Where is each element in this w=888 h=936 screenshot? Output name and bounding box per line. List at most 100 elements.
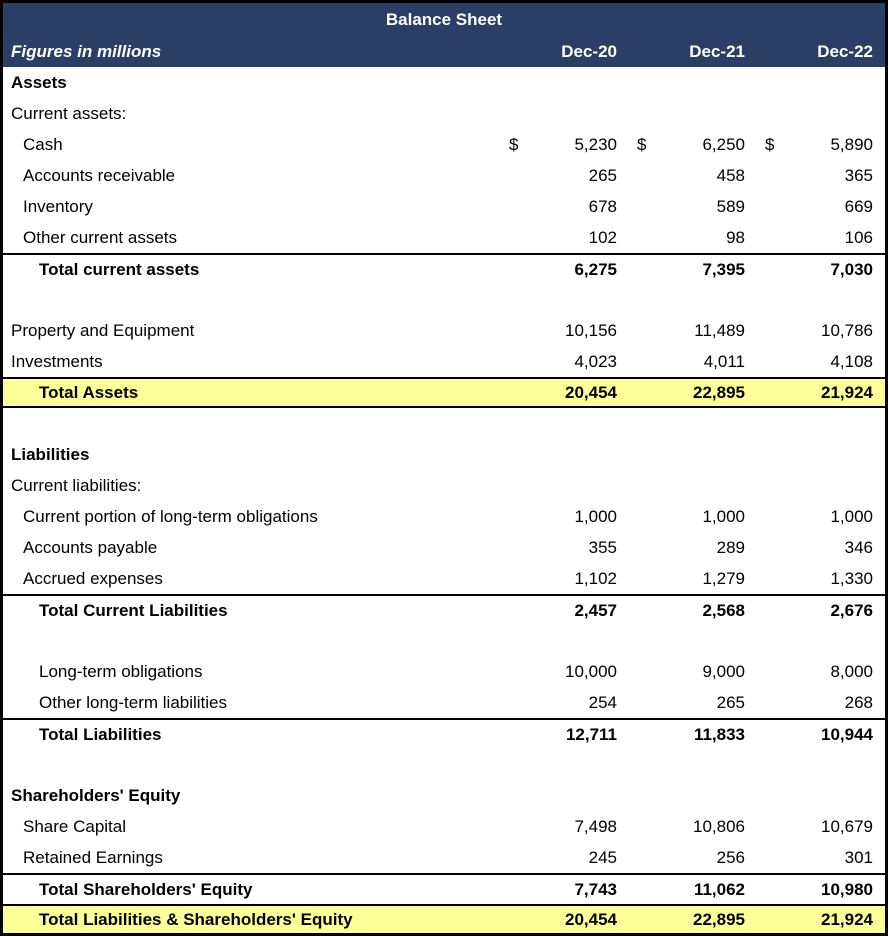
cell-value: 10,000 — [565, 661, 617, 681]
row-label: Inventory — [23, 196, 93, 216]
value-cell: 4,011 — [629, 352, 757, 372]
cell-value: 7,498 — [574, 816, 617, 836]
table-row: Share Capital 7,498 10,806 10,679 — [3, 811, 885, 842]
cell-value: 256 — [716, 847, 745, 867]
cell-value: 1,000 — [574, 506, 617, 526]
cell-value: 8,000 — [830, 661, 873, 681]
table-row: Inventory 678 589 669 — [3, 191, 885, 222]
cell-value: 9,000 — [702, 661, 745, 681]
cell-value: 11,833 — [693, 724, 745, 744]
value-cell: 355 — [501, 538, 629, 558]
cell-value: 106 — [844, 227, 873, 247]
value-cell: 10,806 — [629, 817, 757, 837]
cell-value: 1,000 — [830, 506, 873, 526]
cell-value: 10,944 — [821, 724, 873, 744]
value-cell: 2,457 — [501, 601, 629, 621]
page-title: Balance Sheet — [385, 9, 503, 29]
value-cell: 20,454 — [501, 383, 629, 403]
cell-value: 1,279 — [702, 568, 745, 588]
value-cell: 10,944 — [757, 725, 885, 745]
value-cell: 254 — [501, 693, 629, 713]
cell-value: 10,156 — [565, 320, 617, 340]
column-header-dec22: Dec-22 — [817, 41, 873, 61]
row-label: Current assets: — [11, 103, 127, 123]
table-row: Current portion of long-term obligations… — [3, 501, 885, 532]
cell-value: 265 — [588, 165, 617, 185]
value-cell: 106 — [757, 228, 885, 248]
cell-value: 669 — [844, 196, 873, 216]
table-row: Total Current Liabilities 2,457 2,568 2,676 — [3, 594, 885, 625]
cell-value: 21,924 — [821, 382, 873, 402]
value-cell: 1,000 — [629, 507, 757, 527]
cell-value: 355 — [588, 537, 617, 557]
row-label: Investments — [11, 351, 103, 371]
cell-value: 678 — [588, 196, 617, 216]
cell-value: 458 — [716, 165, 745, 185]
dollar-sign: $ — [509, 134, 519, 154]
value-cell: $5,890 — [757, 135, 885, 155]
value-cell: 265 — [501, 166, 629, 186]
value-cell: 1,330 — [757, 569, 885, 589]
cell-value: 10,980 — [821, 879, 873, 899]
row-label: Current liabilities: — [11, 475, 142, 495]
row-label: Total Liabilities — [39, 724, 162, 744]
table-body: Assets Current assets: Cash $5,230 $6,250 $5,… — [3, 67, 885, 933]
cell-value: 5,890 — [830, 134, 873, 154]
value-cell: 256 — [629, 848, 757, 868]
column-header-row: Figures in millions Dec-20 Dec-21 Dec-22 — [3, 36, 885, 67]
column-header-dec21: Dec-21 — [689, 41, 745, 61]
value-cell: 7,743 — [501, 880, 629, 900]
value-cell: $5,230 — [501, 135, 629, 155]
value-cell: 11,489 — [629, 321, 757, 341]
value-cell: 10,786 — [757, 321, 885, 341]
value-cell: 9,000 — [629, 662, 757, 682]
cell-value: 346 — [844, 537, 873, 557]
value-cell: 8,000 — [757, 662, 885, 682]
cell-value: 22,895 — [693, 382, 745, 402]
table-row: Liabilities — [3, 439, 885, 470]
value-cell: $6,250 — [629, 135, 757, 155]
row-label: Total Liabilities & Shareholders' Equity — [39, 909, 353, 929]
table-row: Cash $5,230 $6,250 $5,890 — [3, 129, 885, 160]
row-label: Accrued expenses — [23, 568, 163, 588]
cell-value: 589 — [716, 196, 745, 216]
cell-value: 11,062 — [693, 879, 745, 899]
spacer-row — [3, 625, 885, 656]
value-cell: 10,679 — [757, 817, 885, 837]
row-label: Total Current Liabilities — [39, 600, 228, 620]
cell-value: 21,924 — [821, 909, 873, 929]
value-cell: 10,000 — [501, 662, 629, 682]
value-cell: 12,711 — [501, 725, 629, 745]
value-cell: 98 — [629, 228, 757, 248]
table-row: Long-term obligations 10,000 9,000 8,000 — [3, 656, 885, 687]
value-cell: 7,498 — [501, 817, 629, 837]
row-label: Total Shareholders' Equity — [39, 879, 253, 899]
cell-value: 10,806 — [693, 816, 745, 836]
table-row: Accounts receivable 265 458 365 — [3, 160, 885, 191]
value-cell: 2,568 — [629, 601, 757, 621]
value-cell: 7,395 — [629, 260, 757, 280]
row-label: Total current assets — [39, 259, 200, 279]
cell-value: 4,108 — [830, 351, 873, 371]
row-label: Long-term obligations — [39, 661, 203, 681]
row-label: Total Assets — [39, 382, 139, 402]
cell-value: 1,330 — [830, 568, 873, 588]
value-cell: 589 — [629, 197, 757, 217]
dollar-sign: $ — [765, 134, 775, 154]
cell-value: 365 — [844, 165, 873, 185]
value-cell: 365 — [757, 166, 885, 186]
cell-value: 11,489 — [694, 320, 745, 340]
spacer-row — [3, 408, 885, 439]
row-label: Liabilities — [11, 444, 90, 464]
dollar-sign: $ — [637, 134, 647, 154]
cell-value: 10,679 — [821, 816, 873, 836]
cell-value: 1,000 — [702, 506, 745, 526]
cell-value: 1,102 — [574, 568, 617, 588]
value-cell: 265 — [629, 693, 757, 713]
value-cell: 2,676 — [757, 601, 885, 621]
cell-value: 10,786 — [821, 320, 873, 340]
cell-value: 254 — [588, 692, 617, 712]
table-row: Property and Equipment 10,156 11,489 10,786 — [3, 315, 885, 346]
column-header-dec20: Dec-20 — [561, 41, 617, 61]
table-row: Assets — [3, 67, 885, 98]
